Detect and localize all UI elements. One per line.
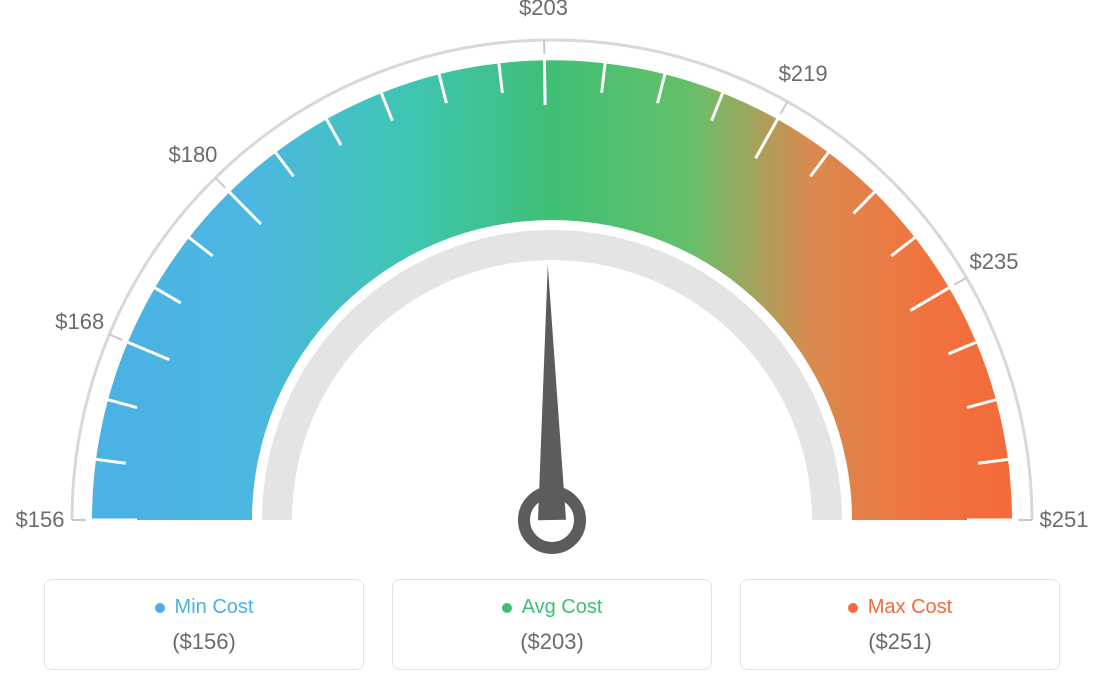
gauge-svg [0, 0, 1104, 560]
legend-value-avg: ($203) [403, 629, 701, 655]
legend-title-max: Max Cost [868, 596, 952, 619]
legend-card-max: Max Cost ($251) [740, 579, 1060, 670]
gauge-tick-label: $168 [55, 309, 104, 335]
legend-card-avg: Avg Cost ($203) [392, 579, 712, 670]
legend-card-min: Min Cost ($156) [44, 579, 364, 670]
gauge-tick-label: $156 [16, 507, 65, 533]
gauge-tick-label: $180 [168, 142, 217, 168]
legend-row: Min Cost ($156) Avg Cost ($203) Max Cost… [0, 579, 1104, 670]
gauge-tick-label: $251 [1040, 507, 1089, 533]
gauge-tick-label: $235 [970, 249, 1019, 275]
legend-dot-max [848, 603, 858, 613]
legend-value-min: ($156) [55, 629, 353, 655]
legend-value-max: ($251) [751, 629, 1049, 655]
legend-title-avg: Avg Cost [522, 596, 603, 619]
legend-dot-min [155, 603, 165, 613]
gauge-tick-label: $219 [779, 61, 828, 87]
legend-title-min: Min Cost [175, 596, 254, 619]
gauge-chart: $156 $168 $180 $203 $219 $235 $251 [0, 0, 1104, 560]
legend-dot-avg [502, 603, 512, 613]
gauge-tick-label: $203 [519, 0, 568, 21]
